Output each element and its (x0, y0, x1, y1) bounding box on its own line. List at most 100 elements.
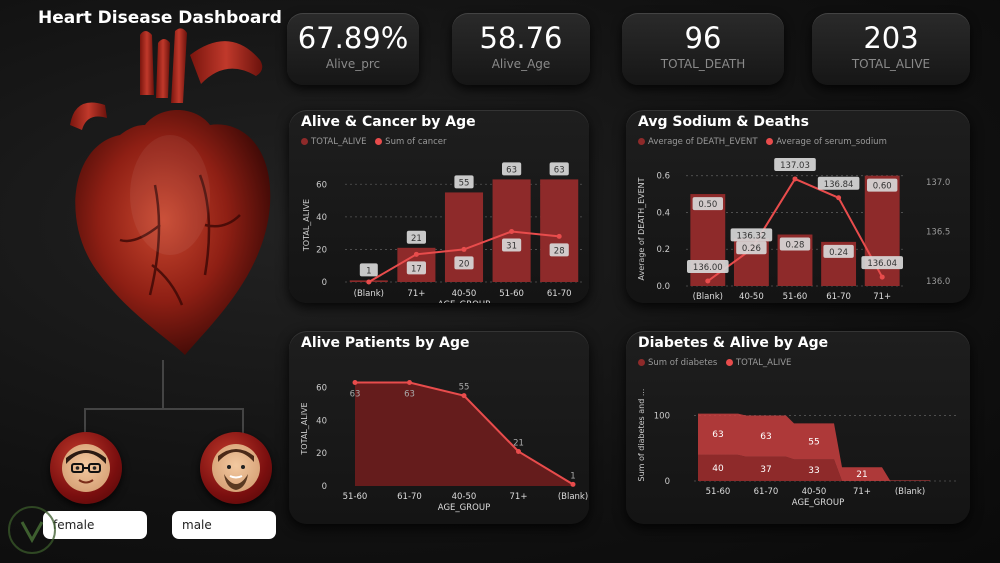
bar-data-label-bg (867, 178, 898, 192)
bar-data-label: 1 (366, 266, 371, 276)
y-tick-label: 0.6 (656, 172, 670, 182)
line-data-label: 137.03 (780, 161, 810, 171)
legend-item[interactable]: Average of DEATH_EVENT (638, 137, 758, 147)
kpi-value: 67.89% (297, 21, 409, 55)
x-tick-label: 61-70 (754, 487, 779, 497)
bar-data-label-bg (823, 244, 854, 258)
line-data-label: 136.00 (693, 263, 723, 273)
legend-label: Average of DEATH_EVENT (648, 137, 758, 147)
data-label: 33 (808, 466, 819, 476)
bar-data-label: 0.60 (873, 182, 892, 192)
line-point (792, 176, 798, 182)
alive-cancer-chart: 0 20 40 60 TOTAL_ALIVE (Blank) 71+ 40-50 51-60 61… (302, 162, 583, 303)
kpi-label: TOTAL_DEATH (660, 57, 746, 71)
slicer-male[interactable]: male (172, 511, 276, 539)
legend-item[interactable]: Average of serum_sodium (766, 137, 887, 147)
legend-item[interactable]: TOTAL_ALIVE (725, 358, 791, 368)
y-tick-label: 60 (316, 180, 327, 190)
x-tick-label: 71+ (853, 487, 871, 497)
x-tick-label: 61-70 (826, 292, 851, 302)
person-icon (212, 444, 260, 492)
line-data-label: 28 (554, 246, 565, 256)
heart-illustration (70, 28, 271, 355)
x-axis-label: AGE_GROUP (438, 300, 490, 303)
chart-title: Alive Patients by Age (301, 335, 470, 351)
tree-connector (242, 408, 244, 434)
kpi-value: 58.76 (479, 21, 563, 55)
bar-data-label-bg (406, 230, 426, 244)
x-tick-label: 71+ (407, 289, 425, 299)
x-tick-label: (Blank) (693, 292, 723, 302)
x-tick-label: 40-50 (802, 487, 827, 497)
data-label: 63 (760, 432, 771, 442)
line-point (516, 449, 521, 454)
x-axis-label: AGE_GROUP (792, 498, 844, 508)
chart-title: Avg Sodium & Deaths (638, 114, 809, 130)
line-data-label-bg (549, 243, 569, 257)
line-data-label: 136.32 (737, 231, 767, 241)
line-data-label: 31 (506, 242, 517, 252)
kpi-value: 96 (684, 21, 722, 55)
line-data-label-bg (454, 256, 474, 270)
person-icon (62, 444, 110, 492)
dashboard-title: Heart Disease Dashboard (38, 8, 282, 28)
line-point (366, 279, 372, 285)
bar-data-label: 0.50 (698, 200, 717, 210)
male-avatar[interactable] (200, 432, 272, 504)
legend-dot-icon (638, 138, 645, 145)
chart-card-alive-cancer: Alive & Cancer by Age TOTAL_ALIVE Sum of… (289, 110, 589, 303)
data-label: 55 (808, 437, 819, 447)
y-tick-label: 0 (322, 278, 327, 288)
legend-item[interactable]: Sum of cancer (375, 137, 447, 147)
chart-legend: TOTAL_ALIVE Sum of cancer (301, 137, 453, 147)
legend-item[interactable]: TOTAL_ALIVE (301, 137, 366, 147)
legend-dot-icon (375, 138, 383, 145)
x-tick-label: 40-50 (452, 492, 477, 502)
x-tick-label: 71+ (873, 292, 891, 302)
x-tick-label: 40-50 (452, 289, 477, 299)
legend-dot-icon (301, 138, 308, 145)
kpi-alive-age: 58.76 Alive_Age (452, 13, 590, 85)
x-axis-label: AGE_GROUP (438, 503, 490, 513)
bar-data-label-bg (359, 263, 378, 277)
bar-data-label: 63 (506, 165, 517, 175)
legend-item[interactable]: Sum of diabetes (638, 358, 717, 368)
legend-dot-icon (766, 138, 774, 145)
y-axis-label: Sum of diabetes and ... (637, 389, 646, 482)
chart-title: Diabetes & Alive by Age (638, 335, 829, 351)
x-tick-label: 40-50 (739, 292, 764, 302)
y-tick-label: 0 (322, 482, 327, 492)
line-point (352, 380, 358, 385)
diabetes-alive-chart: 0 100 Sum of diabetes and ... 40 63 51-60 37 63… (637, 389, 958, 508)
y-axis-label: Average of DEATH_EVENT (637, 177, 646, 280)
y-tick-label: 100 (654, 412, 670, 422)
x-tick-label: 61-70 (397, 492, 422, 502)
line-data-label: 17 (411, 264, 422, 274)
x-tick-label: 51-60 (343, 492, 368, 502)
bar-data-label: 0.26 (742, 244, 761, 254)
y-tick-label: 0.4 (656, 208, 670, 218)
female-avatar[interactable] (50, 432, 122, 504)
bar-data-label: 0.28 (786, 241, 805, 251)
line-data-label-bg (730, 228, 773, 242)
x-tick-label: 51-60 (706, 487, 731, 497)
line-data-label: 136.04 (867, 259, 897, 269)
chart-card-alive-patients: Alive Patients by Age 0 20 40 60 TOTAL_ALIVE… (289, 331, 589, 524)
kpi-label: TOTAL_ALIVE (851, 57, 931, 71)
line-point (461, 393, 467, 399)
y-tick-label: 60 (316, 383, 327, 393)
slicer-female[interactable]: female (43, 511, 147, 539)
kpi-label: Alive_Age (491, 57, 551, 71)
legend-label: Sum of cancer (385, 137, 447, 147)
chart-legend: Sum of diabetes TOTAL_ALIVE (638, 358, 797, 368)
tree-connector (84, 408, 244, 410)
y-tick-label: 20 (316, 449, 327, 459)
bar (864, 175, 900, 286)
x-tick-label: 71+ (510, 492, 528, 502)
line-point (705, 278, 711, 284)
legend-label: Sum of diabetes (648, 358, 718, 368)
line-point (407, 380, 412, 385)
chart-card-sodium-deaths: Avg Sodium & Deaths Average of DEATH_EVE… (626, 110, 970, 303)
bar-data-label-bg (454, 175, 474, 189)
line-data-label: 20 (459, 259, 470, 269)
